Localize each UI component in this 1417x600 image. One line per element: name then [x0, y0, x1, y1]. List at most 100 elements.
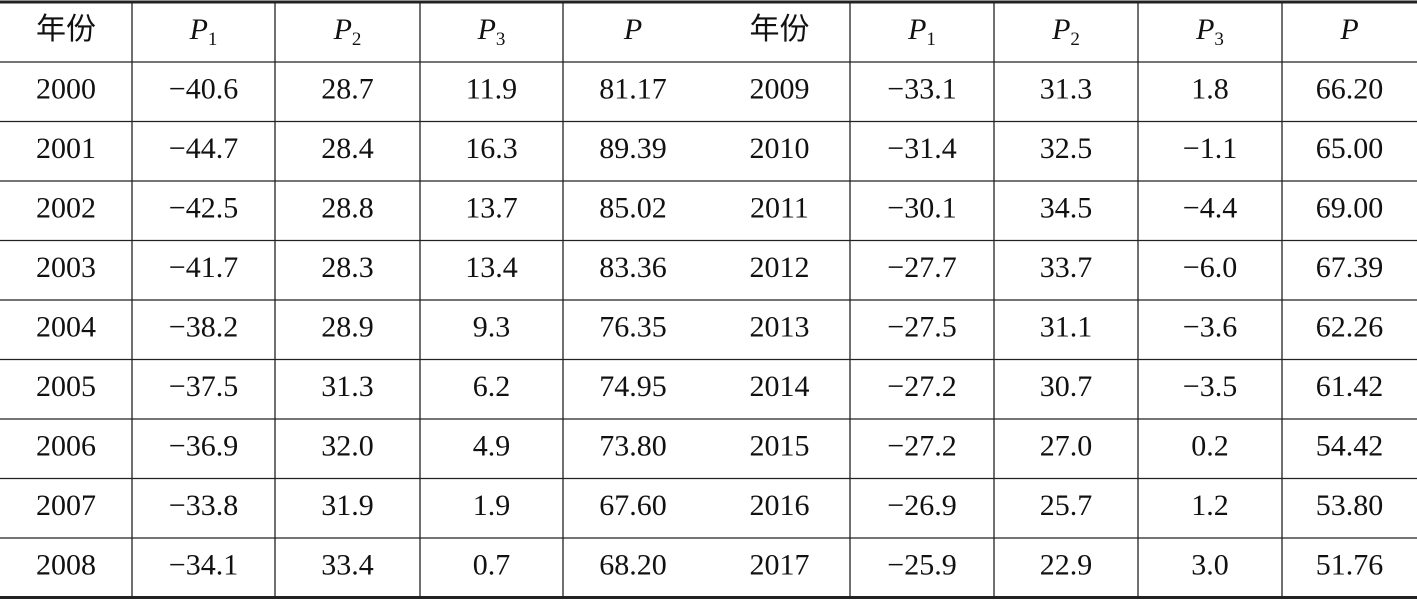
table-cell: 74.95 — [599, 370, 667, 403]
header-symbol: P — [189, 13, 208, 46]
table-cell: 2016 — [750, 489, 810, 522]
table-cell: 83.36 — [599, 251, 667, 284]
table-cell: 16.3 — [465, 132, 518, 165]
header-subscript: 2 — [1070, 29, 1080, 50]
table-cell: 0.2 — [1191, 430, 1229, 463]
table-cell: 31.1 — [1040, 311, 1093, 344]
header-symbol: P — [333, 13, 352, 46]
table-cell: −36.9 — [169, 430, 238, 463]
header-cell: 年份 — [750, 13, 810, 46]
table-cell: 2012 — [750, 251, 810, 284]
table-cell: −26.9 — [887, 489, 956, 522]
table-cell: 31.3 — [321, 370, 374, 403]
table-cell: −6.0 — [1183, 251, 1237, 284]
header-cell: P3 — [477, 13, 506, 50]
table-cell: 30.7 — [1040, 370, 1093, 403]
table-cell: 2006 — [36, 430, 96, 463]
table-cell: 13.7 — [465, 192, 518, 225]
table-cell: 2011 — [750, 192, 809, 225]
table-cell: 28.7 — [321, 73, 374, 106]
header-cell: P3 — [1195, 13, 1224, 50]
table-cell: 1.2 — [1191, 489, 1229, 522]
header-symbol: P — [1339, 13, 1358, 46]
table-cell: 2007 — [36, 489, 96, 522]
table-cell: 34.5 — [1040, 192, 1093, 225]
header-subscript: 2 — [352, 29, 362, 50]
table-cell: 2014 — [750, 370, 810, 403]
table-cell: 65.00 — [1316, 132, 1384, 165]
table-cell: 32.5 — [1040, 132, 1093, 165]
table-cell: −25.9 — [887, 549, 956, 582]
table-cell: 85.02 — [599, 192, 667, 225]
table-cell: 32.0 — [321, 430, 374, 463]
table-cell: 2013 — [750, 311, 810, 344]
header-cell: P — [1339, 13, 1358, 46]
header-subscript: 1 — [208, 29, 218, 50]
header-subscript: 3 — [1214, 29, 1224, 50]
table-cell: 2001 — [36, 132, 96, 165]
table-cell: 1.8 — [1191, 73, 1229, 106]
table-cell: 2008 — [36, 549, 96, 582]
table-cell: 28.3 — [321, 251, 374, 284]
table-cell: 62.26 — [1316, 311, 1384, 344]
table-cell: −42.5 — [169, 192, 238, 225]
table-cell: 2003 — [36, 251, 96, 284]
table-cell: −3.5 — [1183, 370, 1237, 403]
table-cell: 6.2 — [473, 370, 511, 403]
table-cell: 66.20 — [1316, 73, 1384, 106]
table-cell: 51.76 — [1316, 549, 1384, 582]
table-cell: 73.80 — [599, 430, 667, 463]
table-cell: 31.3 — [1040, 73, 1093, 106]
table-cell: 2004 — [36, 311, 96, 344]
table-cell: 9.3 — [473, 311, 511, 344]
table-cell: −38.2 — [169, 311, 238, 344]
table-cell: −1.1 — [1183, 132, 1237, 165]
table-cell: −31.4 — [887, 132, 956, 165]
table-cell: 1.9 — [473, 489, 511, 522]
table-cell: 67.39 — [1316, 251, 1384, 284]
table-cell: −27.7 — [887, 251, 956, 284]
header-cell: P1 — [189, 13, 218, 50]
table-cell: 67.60 — [599, 489, 667, 522]
table-cell: 2002 — [36, 192, 96, 225]
header-symbol: P — [1051, 13, 1070, 46]
table-cell: 81.17 — [599, 73, 667, 106]
header-cell: P2 — [1051, 13, 1080, 50]
table-cell: −34.1 — [169, 549, 238, 582]
table-cell: 13.4 — [465, 251, 518, 284]
header-cell: P1 — [907, 13, 936, 50]
table-cell: −30.1 — [887, 192, 956, 225]
table-cell: 2015 — [750, 430, 810, 463]
table-cell: −4.4 — [1183, 192, 1237, 225]
table-cell: −40.6 — [169, 73, 238, 106]
table-cell: 28.4 — [321, 132, 374, 165]
table-cell: −44.7 — [169, 132, 238, 165]
table-cell: 22.9 — [1040, 549, 1093, 582]
header-symbol: P — [907, 13, 926, 46]
table-cell: −27.2 — [887, 430, 956, 463]
table-cell: −33.8 — [169, 489, 238, 522]
table-cell: 2009 — [750, 73, 810, 106]
table-cell: −41.7 — [169, 251, 238, 284]
table-cell: 27.0 — [1040, 430, 1093, 463]
table-cell: −27.5 — [887, 311, 956, 344]
table-cell: −27.2 — [887, 370, 956, 403]
table-cell: 68.20 — [599, 549, 667, 582]
table-cell: 61.42 — [1316, 370, 1384, 403]
table-cell: −3.6 — [1183, 311, 1237, 344]
header-cell: P — [623, 13, 642, 46]
header-cell: 年份 — [36, 13, 96, 46]
header-symbol: P — [623, 13, 642, 46]
table-cell: 54.42 — [1316, 430, 1384, 463]
table-cell: 28.8 — [321, 192, 374, 225]
header-symbol: P — [477, 13, 496, 46]
table-cell: 28.9 — [321, 311, 374, 344]
table-cell: 2000 — [36, 73, 96, 106]
header-subscript: 3 — [496, 29, 506, 50]
table-cell: 76.35 — [599, 311, 667, 344]
header-symbol: P — [1195, 13, 1214, 46]
header-cell: P2 — [333, 13, 362, 50]
table-cell: 31.9 — [321, 489, 374, 522]
table-cell: 33.7 — [1040, 251, 1093, 284]
